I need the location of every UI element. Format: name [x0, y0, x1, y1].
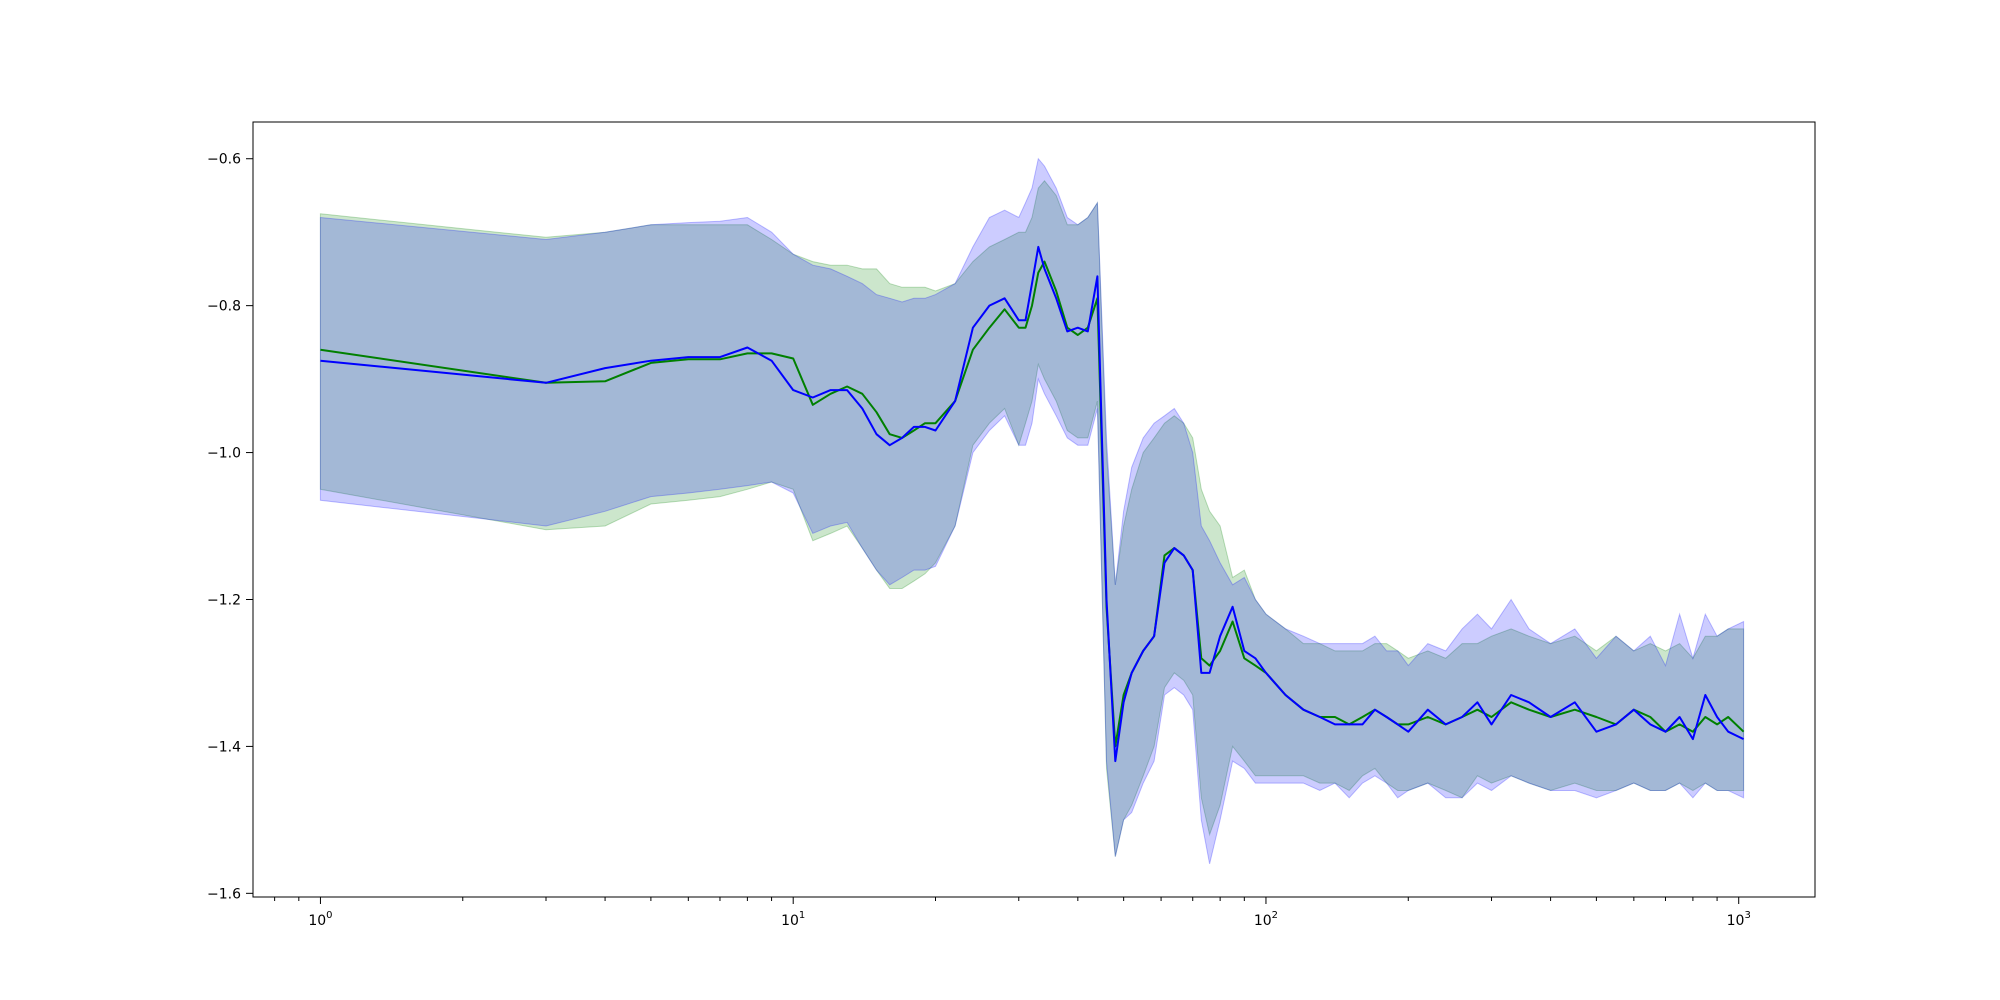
plot-frame — [252, 121, 1816, 898]
line-series-2 — [320, 245, 1745, 763]
y-tick-label: −0.6 — [207, 152, 241, 168]
line-series-1 — [320, 260, 1745, 748]
x-tick-label: 102 — [1254, 910, 1278, 929]
x-axis: 100 101 102 103 — [274, 897, 1751, 929]
y-tick-label: −1.6 — [207, 886, 241, 902]
y-tick-label: −1.0 — [207, 446, 241, 462]
y-tick-label: −1.2 — [207, 592, 241, 608]
x-tick-label: 103 — [1727, 910, 1751, 929]
band-series-1 — [319, 180, 1745, 857]
x-tick-label: 100 — [308, 910, 332, 929]
confidence-bands — [319, 157, 1745, 865]
x-tick-label: 101 — [781, 910, 805, 929]
series-lines — [320, 245, 1745, 763]
y-tick-label: −1.4 — [207, 739, 241, 755]
band-series-2 — [319, 157, 1745, 865]
y-axis: −0.6 −0.8 −1.0 −1.2 −1.4 −1.6 — [207, 152, 253, 902]
y-tick-label: −0.8 — [207, 299, 241, 315]
